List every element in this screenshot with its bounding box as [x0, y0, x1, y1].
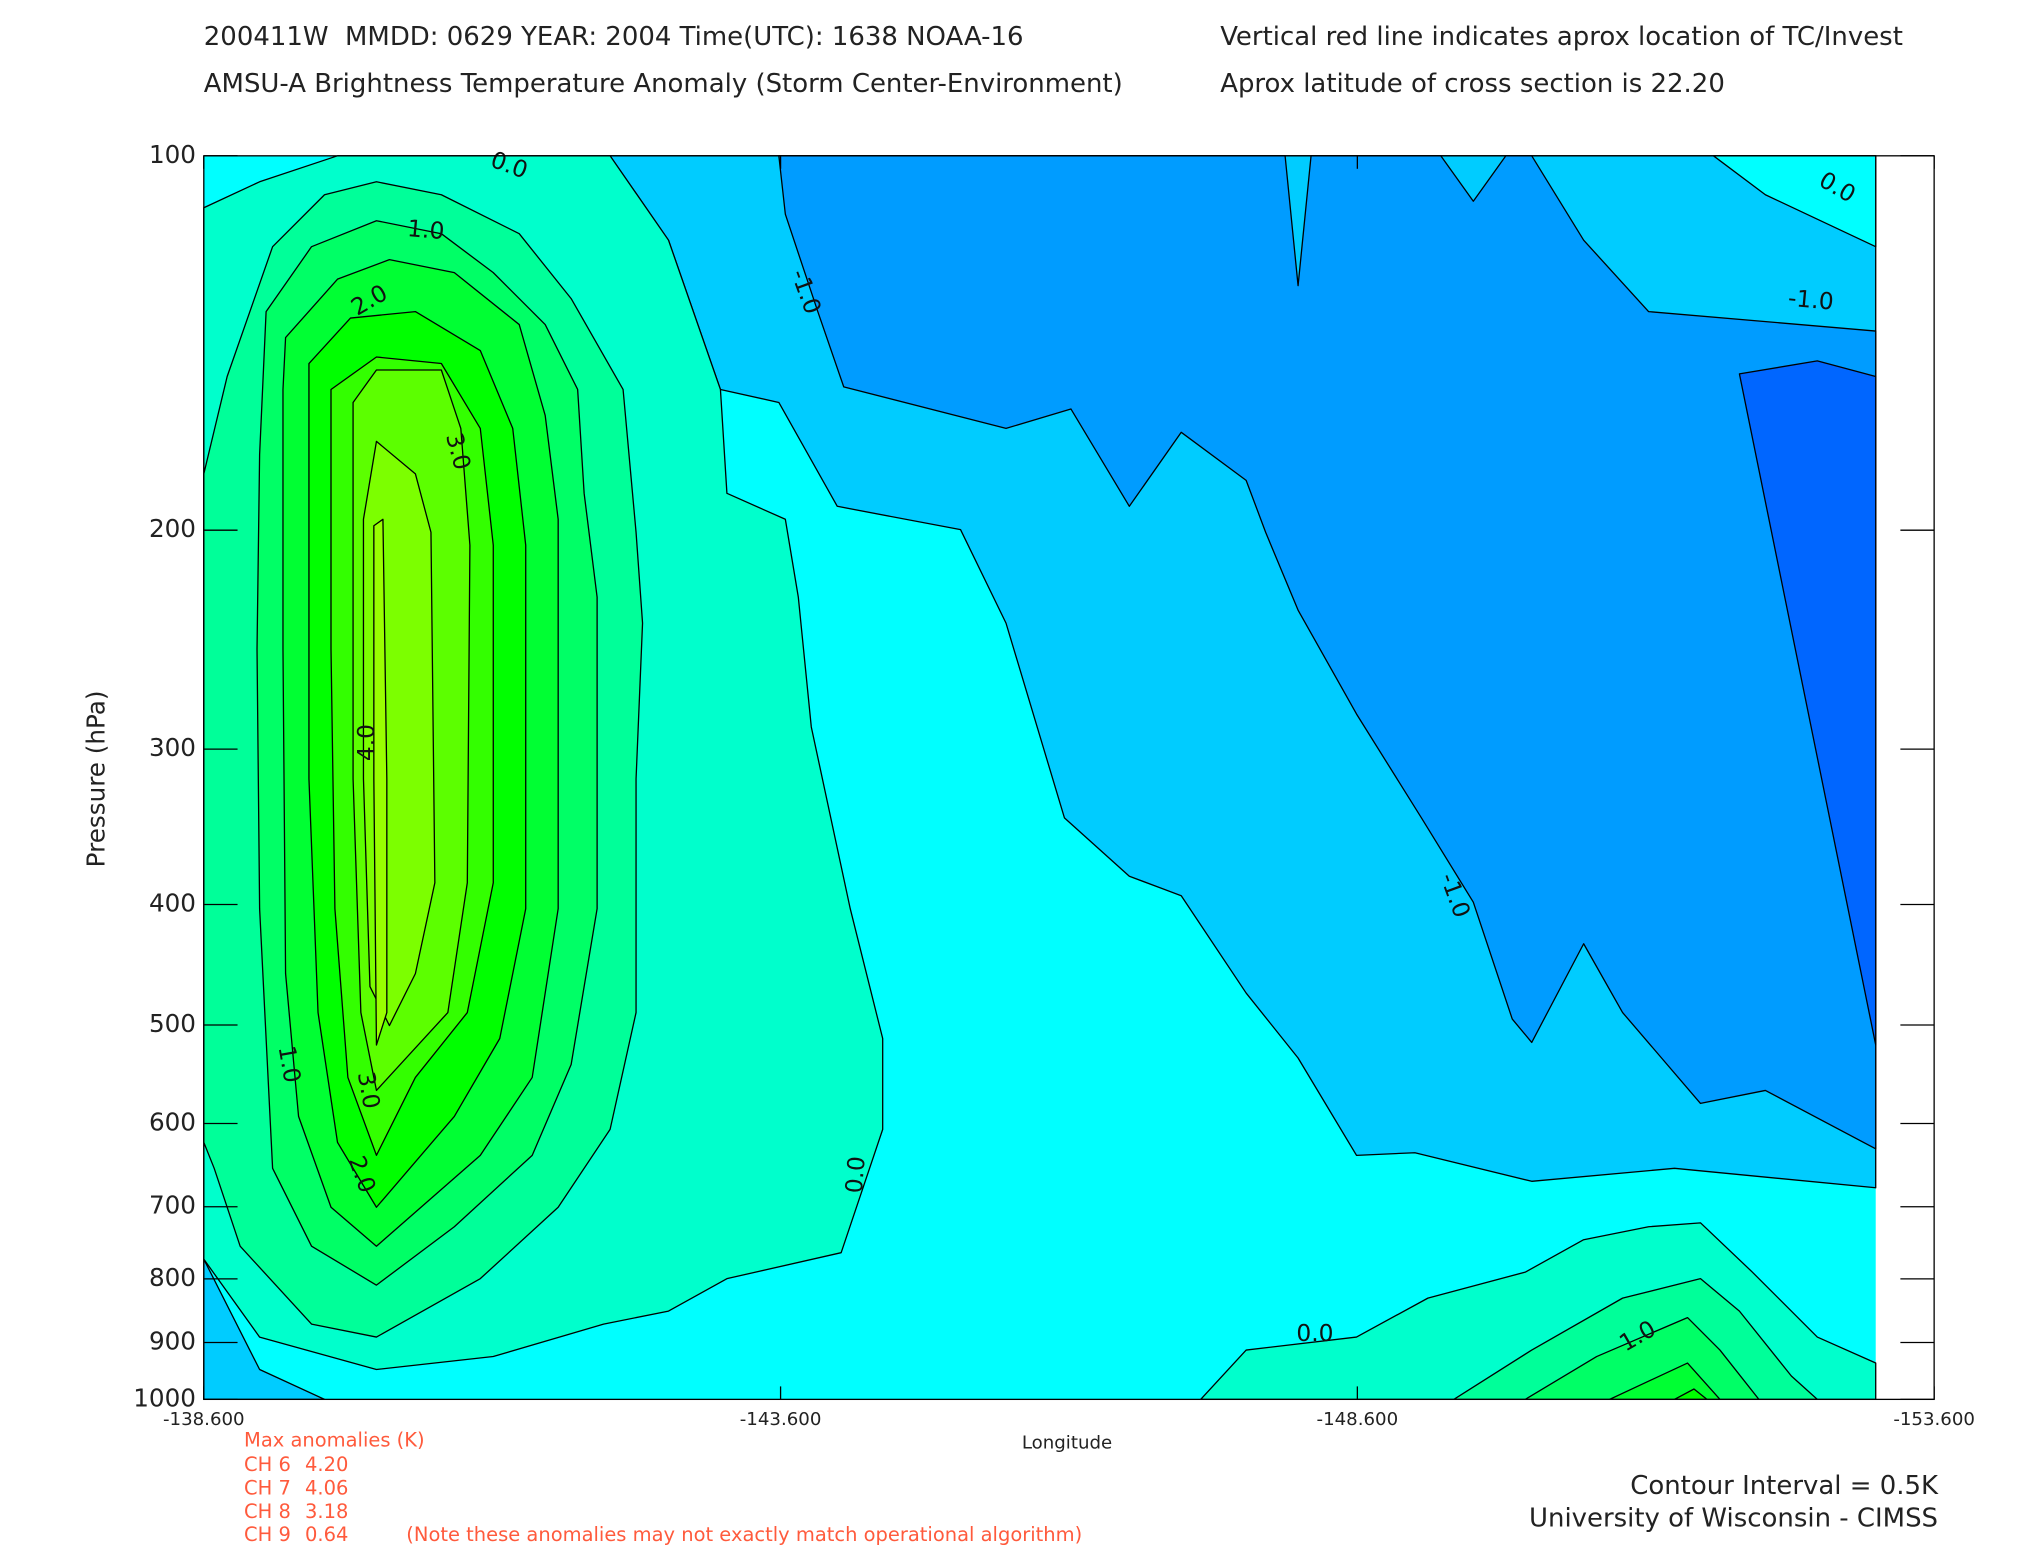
- y-tick-label: 700: [149, 1191, 196, 1220]
- y-tick-label: 800: [149, 1263, 196, 1292]
- chart-title: 200411W MMDD: 0629 YEAR: 2004 Time(UTC):…: [204, 22, 1024, 52]
- anomaly-note: (Note these anomalies may not exactly ma…: [406, 1523, 1082, 1546]
- y-tick-label: 900: [149, 1326, 196, 1355]
- anomaly-value: 3.18: [305, 1500, 348, 1523]
- x-tick-label: -143.600: [740, 1409, 822, 1430]
- y-tick-label: 100: [149, 140, 196, 169]
- plot-frame: [203, 155, 1935, 1401]
- footer: University of Wisconsin - CIMSS: [1529, 1503, 1938, 1533]
- contour-label: 1.0: [406, 214, 445, 245]
- y-tick-label: 400: [149, 889, 196, 918]
- chart-subtitle: AMSU-A Brightness Temperature Anomaly (S…: [204, 69, 1123, 99]
- footer: Contour Interval = 0.5K: [1630, 1471, 1939, 1501]
- contour-label: 3.0: [352, 1069, 386, 1110]
- contour-label: 1.0: [273, 1043, 307, 1084]
- x-tick-label: -138.600: [163, 1409, 245, 1430]
- contour-label: -1.0: [1787, 284, 1835, 316]
- x-axis-label: Longitude: [1022, 1433, 1112, 1454]
- contour-label: 0.0: [840, 1155, 871, 1194]
- anomaly-channel: CH 7: [244, 1476, 291, 1499]
- annotation: Vertical red line indicates aprox locati…: [1220, 22, 1903, 52]
- contour-region: [778, 155, 1877, 1150]
- anomaly-channel: CH 9: [244, 1523, 291, 1546]
- plot-area: 0.01.02.03.04.01.03.02.0 0.00.0 1.0-1.00.0…: [203, 145, 1877, 1401]
- y-tick-label: 300: [149, 733, 196, 762]
- x-tick-label: -153.600: [1893, 1409, 1975, 1430]
- y-tick-label: 500: [149, 1009, 196, 1038]
- contour-label: 0.0: [1296, 1319, 1333, 1347]
- anomaly-channel: CH 6: [244, 1453, 291, 1476]
- contour-region: [373, 518, 388, 1046]
- anomaly-title: Max anomalies (K): [244, 1428, 425, 1451]
- anomaly-value: 0.64: [305, 1523, 348, 1546]
- anomaly-value: 4.06: [305, 1476, 348, 1499]
- y-tick-label: 200: [149, 514, 196, 543]
- y-tick-label: 600: [149, 1107, 196, 1136]
- contour-region: [1738, 360, 1877, 1046]
- x-tick-label: -148.600: [1317, 1409, 1399, 1430]
- y-tick-label: 1000: [133, 1383, 196, 1412]
- anomaly-channel: CH 8: [244, 1500, 291, 1523]
- y-axis-label: Pressure (hPa): [81, 690, 110, 867]
- anomaly-value: 4.20: [305, 1453, 348, 1476]
- annotation: Aprox latitude of cross section is 22.20: [1220, 69, 1725, 99]
- contour-label: 4.0: [352, 724, 380, 761]
